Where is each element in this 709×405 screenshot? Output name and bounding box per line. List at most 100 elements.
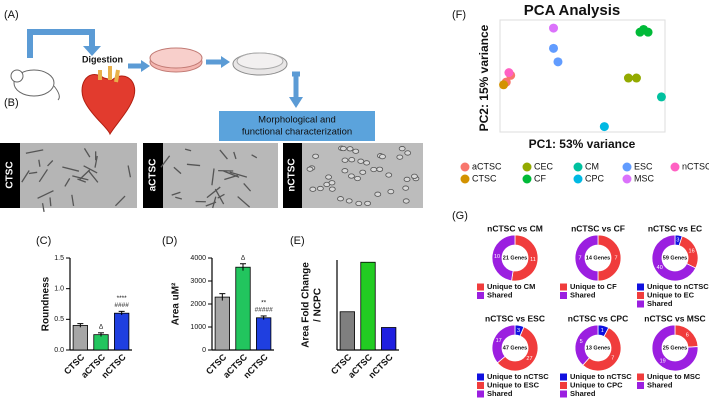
segment-label: 27 [526, 356, 532, 362]
legend-swatch [560, 283, 567, 291]
arrow-head [83, 46, 101, 56]
significance-label: **** [117, 295, 128, 302]
petri-dish-inner [236, 52, 284, 70]
cell [309, 186, 317, 192]
sample-tag [0, 143, 20, 208]
donut-segment [574, 324, 599, 366]
cell [376, 166, 384, 172]
legend-swatch [670, 162, 680, 172]
legend-label: CPC [585, 173, 605, 183]
legend-label: Unique to CF [570, 282, 617, 291]
cell [64, 178, 71, 187]
legend-swatch [477, 283, 484, 291]
legend-swatch [560, 390, 567, 398]
legend-swatch [637, 373, 644, 381]
cell [38, 169, 48, 183]
legend-swatch [622, 174, 632, 184]
cell [217, 193, 225, 199]
cell [402, 198, 410, 204]
segment-label: 40 [657, 265, 663, 271]
arrow-head [289, 97, 303, 108]
donut-center-label: 59 Genes [663, 255, 687, 261]
cell [77, 178, 87, 183]
y-axis-label: Roundness [41, 276, 52, 331]
cell [237, 196, 251, 208]
bar [214, 296, 230, 351]
legend-swatch [622, 162, 632, 172]
cell [387, 188, 395, 195]
cell [127, 165, 132, 178]
legend-label: Unique to ESC [487, 380, 540, 389]
legend-label: nCTSC [682, 161, 709, 171]
cell [316, 185, 324, 192]
significance-label: Δ [241, 254, 246, 261]
legend-label: Unique to nCTSC [487, 372, 549, 381]
point [499, 80, 509, 90]
sample-tag [143, 143, 163, 208]
cell [396, 154, 404, 160]
legend-swatch [522, 174, 532, 184]
bar [93, 334, 109, 351]
characterization-box [219, 111, 375, 141]
cell [184, 148, 192, 152]
box-text: functional characterization [242, 127, 352, 138]
cell [175, 196, 183, 200]
cell [404, 150, 412, 156]
panel-label: (D) [162, 235, 177, 247]
segment-label: 16 [689, 248, 695, 254]
legend-swatch [560, 382, 567, 389]
cell [379, 154, 386, 160]
bar [72, 325, 88, 351]
donut-title: nCTSC vs ESC [485, 313, 545, 323]
segment-label: 11 [530, 257, 536, 263]
cell [83, 148, 91, 158]
cell [37, 190, 54, 199]
cell [328, 180, 336, 186]
legend-label: Shared [487, 389, 513, 398]
legend-label: CEC [534, 161, 554, 171]
legend-label: Unique to EC [647, 290, 695, 299]
cell [79, 169, 91, 180]
segment-label: 19 [660, 359, 666, 365]
donut-segment [496, 326, 539, 372]
cell [306, 166, 314, 172]
chart-title: PCA Analysis [524, 2, 620, 19]
cell [341, 168, 349, 174]
legend-swatch [573, 162, 583, 172]
cell [49, 197, 52, 207]
point [623, 73, 633, 83]
bar [235, 266, 251, 351]
y-tick-label: 4000 [190, 255, 206, 262]
donut-title: nCTSC vs EC [648, 223, 702, 233]
cell [160, 155, 171, 168]
donut-center-label: 25 Genes [663, 345, 687, 351]
donut-segment [651, 234, 697, 282]
cell [370, 166, 378, 173]
significance-label: ##### [255, 307, 273, 314]
legend-swatch [560, 373, 567, 381]
heart [81, 74, 136, 136]
heart-vessels [98, 66, 120, 83]
legend-label: Shared [487, 290, 513, 299]
cell [346, 146, 354, 152]
cell [47, 160, 54, 167]
donut-center-label: 21 Genes [503, 255, 527, 261]
donut-segment [651, 324, 699, 372]
y-axis-label: Area uM² [171, 282, 182, 325]
segment-label: 6 [686, 332, 689, 338]
cell [224, 174, 239, 181]
workflow: Digestion Morphological and functional c… [10, 29, 375, 141]
donut-segment [582, 327, 622, 372]
bar [360, 261, 376, 351]
x-axis-label: PC1: 53% variance [529, 137, 636, 151]
cell [363, 160, 371, 166]
y-tick-label: 0 [202, 347, 206, 354]
donut-title: nCTSC vs CF [571, 223, 625, 233]
step-label: Digestion [82, 54, 123, 64]
point [656, 92, 666, 102]
segment-label: 3 [676, 238, 679, 244]
legend-label: Unique to nCTSC [647, 282, 709, 291]
segment-label: 3 [517, 328, 520, 334]
legend-swatch [477, 292, 484, 299]
